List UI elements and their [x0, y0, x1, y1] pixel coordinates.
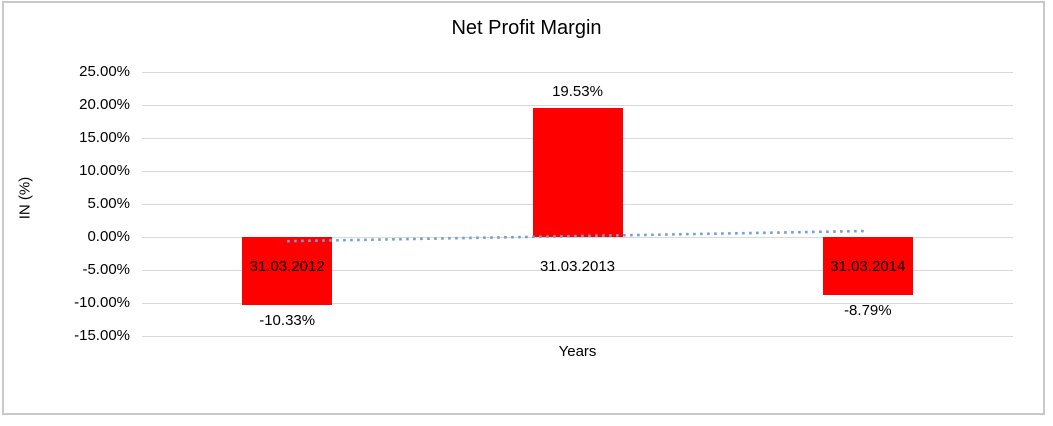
data-label: 19.53% — [552, 83, 603, 101]
y-tick-label: 10.00% — [79, 162, 130, 179]
gridline — [142, 105, 1013, 106]
gridline — [142, 336, 1013, 337]
bar-31.03.2012 — [242, 237, 333, 306]
gridline — [142, 270, 1013, 271]
y-tick-label: -15.00% — [74, 327, 130, 344]
category-label: 31.03.2013 — [539, 258, 616, 275]
y-tick-label: 0.00% — [87, 228, 130, 245]
data-label: -10.33% — [259, 312, 316, 330]
gridline — [142, 72, 1013, 73]
data-label: -8.79% — [844, 302, 892, 319]
chart-border-frame — [2, 1, 1045, 415]
y-tick-label: -5.00% — [82, 261, 130, 278]
y-tick-label: 20.00% — [79, 96, 130, 113]
y-tick-label: 15.00% — [79, 129, 130, 146]
y-tick-label: -10.00% — [74, 294, 130, 311]
bar-31.03.2014 — [822, 237, 913, 295]
y-tick-label: 25.00% — [79, 63, 130, 80]
trendline — [287, 229, 868, 243]
y-tick-label: 5.00% — [87, 195, 130, 212]
gridline — [142, 303, 1013, 304]
x-axis-title: Years — [558, 343, 597, 360]
gridline — [142, 237, 1013, 238]
category-label: 31.03.2012 — [249, 258, 325, 275]
chart-title: Net Profit Margin — [451, 17, 602, 39]
bar-31.03.2013 — [532, 108, 623, 237]
plot-area: 31.03.2012 -10.33% 31.03.2013 19.53% 31.03.2… — [142, 72, 1013, 337]
category-label: 31.03.2014 — [830, 258, 906, 275]
